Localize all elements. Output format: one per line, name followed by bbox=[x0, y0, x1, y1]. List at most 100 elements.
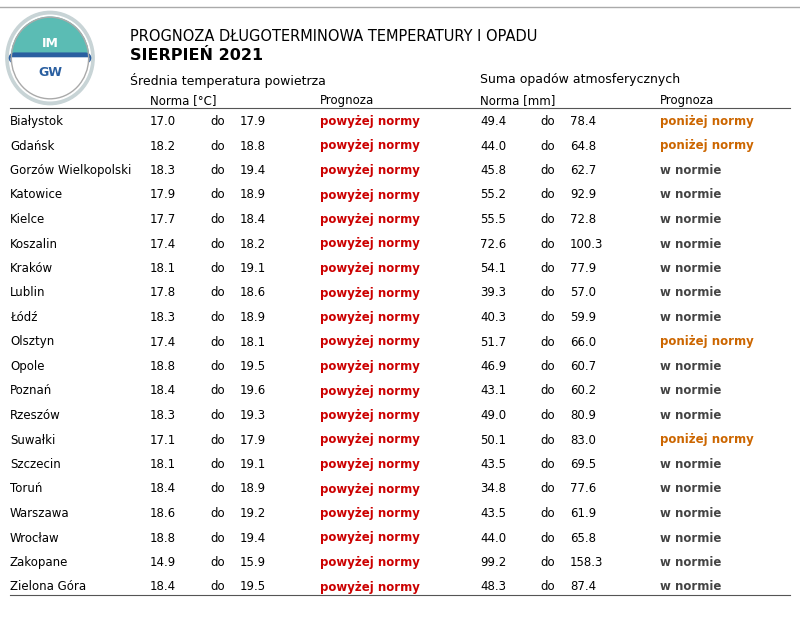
Text: powyżej normy: powyżej normy bbox=[320, 335, 420, 349]
Text: 72.8: 72.8 bbox=[570, 213, 596, 226]
Text: 62.7: 62.7 bbox=[570, 164, 596, 177]
Text: w normie: w normie bbox=[660, 238, 722, 251]
Text: 17.4: 17.4 bbox=[150, 335, 176, 349]
Text: 19.4: 19.4 bbox=[240, 532, 266, 544]
Text: 18.4: 18.4 bbox=[240, 213, 266, 226]
Text: 43.5: 43.5 bbox=[480, 507, 506, 520]
Text: powyżej normy: powyżej normy bbox=[320, 238, 420, 251]
Text: 17.4: 17.4 bbox=[150, 238, 176, 251]
Text: Lublin: Lublin bbox=[10, 287, 46, 300]
Text: 69.5: 69.5 bbox=[570, 458, 596, 471]
Text: 99.2: 99.2 bbox=[480, 556, 506, 569]
Text: 44.0: 44.0 bbox=[480, 532, 506, 544]
Text: do: do bbox=[210, 433, 225, 446]
Text: w normie: w normie bbox=[660, 409, 722, 422]
Text: do: do bbox=[210, 384, 225, 398]
Text: 72.6: 72.6 bbox=[480, 238, 506, 251]
Text: do: do bbox=[210, 556, 225, 569]
Text: 66.0: 66.0 bbox=[570, 335, 596, 349]
Text: 18.3: 18.3 bbox=[150, 409, 176, 422]
Text: w normie: w normie bbox=[660, 532, 722, 544]
Text: w normie: w normie bbox=[660, 287, 722, 300]
Text: 18.4: 18.4 bbox=[150, 483, 176, 495]
Text: 15.9: 15.9 bbox=[240, 556, 266, 569]
Text: powyżej normy: powyżej normy bbox=[320, 433, 420, 446]
Text: 18.4: 18.4 bbox=[150, 581, 176, 594]
Text: 19.4: 19.4 bbox=[240, 164, 266, 177]
Text: powyżej normy: powyżej normy bbox=[320, 189, 420, 201]
Text: powyżej normy: powyżej normy bbox=[320, 483, 420, 495]
Text: powyżej normy: powyżej normy bbox=[320, 164, 420, 177]
Text: w normie: w normie bbox=[660, 189, 722, 201]
Text: 77.6: 77.6 bbox=[570, 483, 596, 495]
Text: 17.0: 17.0 bbox=[150, 115, 176, 128]
Text: 43.1: 43.1 bbox=[480, 384, 506, 398]
Text: do: do bbox=[540, 139, 554, 152]
Text: do: do bbox=[540, 189, 554, 201]
Text: 80.9: 80.9 bbox=[570, 409, 596, 422]
Text: w normie: w normie bbox=[660, 581, 722, 594]
Text: 61.9: 61.9 bbox=[570, 507, 596, 520]
Text: 18.3: 18.3 bbox=[150, 311, 176, 324]
Text: Prognoza: Prognoza bbox=[660, 94, 714, 107]
Text: w normie: w normie bbox=[660, 556, 722, 569]
Text: 64.8: 64.8 bbox=[570, 139, 596, 152]
Text: do: do bbox=[540, 335, 554, 349]
Text: do: do bbox=[210, 262, 225, 275]
Text: IM: IM bbox=[42, 37, 58, 50]
Text: PROGNOZA DŁUGOTERMINOWA TEMPERATURY I OPADU: PROGNOZA DŁUGOTERMINOWA TEMPERATURY I OP… bbox=[130, 29, 538, 44]
Text: do: do bbox=[210, 409, 225, 422]
Text: Wrocław: Wrocław bbox=[10, 532, 60, 544]
Text: do: do bbox=[210, 287, 225, 300]
Text: 18.6: 18.6 bbox=[240, 287, 266, 300]
Text: 49.4: 49.4 bbox=[480, 115, 506, 128]
Text: 49.0: 49.0 bbox=[480, 409, 506, 422]
Text: Łódź: Łódź bbox=[10, 311, 38, 324]
Text: 18.4: 18.4 bbox=[150, 384, 176, 398]
Text: do: do bbox=[540, 581, 554, 594]
Text: 19.6: 19.6 bbox=[240, 384, 266, 398]
Text: 60.2: 60.2 bbox=[570, 384, 596, 398]
Text: 55.2: 55.2 bbox=[480, 189, 506, 201]
Text: w normie: w normie bbox=[660, 311, 722, 324]
Text: Kraków: Kraków bbox=[10, 262, 53, 275]
Text: 59.9: 59.9 bbox=[570, 311, 596, 324]
Text: powyżej normy: powyżej normy bbox=[320, 287, 420, 300]
Text: 17.8: 17.8 bbox=[150, 287, 176, 300]
Text: do: do bbox=[210, 335, 225, 349]
Text: poniżej normy: poniżej normy bbox=[660, 115, 754, 128]
Text: poniżej normy: poniżej normy bbox=[660, 139, 754, 152]
Text: GW: GW bbox=[38, 66, 62, 79]
Text: 18.1: 18.1 bbox=[240, 335, 266, 349]
Text: 17.9: 17.9 bbox=[240, 433, 266, 446]
Text: Koszalin: Koszalin bbox=[10, 238, 58, 251]
Text: do: do bbox=[540, 238, 554, 251]
Text: do: do bbox=[540, 262, 554, 275]
Text: do: do bbox=[210, 483, 225, 495]
Text: w normie: w normie bbox=[660, 360, 722, 373]
Text: w normie: w normie bbox=[660, 262, 722, 275]
Text: 17.7: 17.7 bbox=[150, 213, 176, 226]
Text: 18.8: 18.8 bbox=[240, 139, 266, 152]
Text: do: do bbox=[540, 164, 554, 177]
Text: w normie: w normie bbox=[660, 483, 722, 495]
Text: do: do bbox=[210, 311, 225, 324]
Text: do: do bbox=[210, 507, 225, 520]
Text: w normie: w normie bbox=[660, 458, 722, 471]
Text: 45.8: 45.8 bbox=[480, 164, 506, 177]
Text: 77.9: 77.9 bbox=[570, 262, 596, 275]
Text: 48.3: 48.3 bbox=[480, 581, 506, 594]
Text: Suma opadów atmosferycznych: Suma opadów atmosferycznych bbox=[480, 73, 680, 86]
Text: Gdańsk: Gdańsk bbox=[10, 139, 54, 152]
Wedge shape bbox=[11, 58, 89, 99]
Text: 17.9: 17.9 bbox=[150, 189, 176, 201]
Text: do: do bbox=[540, 433, 554, 446]
Text: Średnia temperatura powietrza: Średnia temperatura powietrza bbox=[130, 73, 326, 88]
Text: 18.2: 18.2 bbox=[150, 139, 176, 152]
Text: 51.7: 51.7 bbox=[480, 335, 506, 349]
Text: 19.1: 19.1 bbox=[240, 262, 266, 275]
Text: powyżej normy: powyżej normy bbox=[320, 384, 420, 398]
Circle shape bbox=[6, 11, 94, 105]
Text: do: do bbox=[540, 287, 554, 300]
Text: Szczecin: Szczecin bbox=[10, 458, 61, 471]
